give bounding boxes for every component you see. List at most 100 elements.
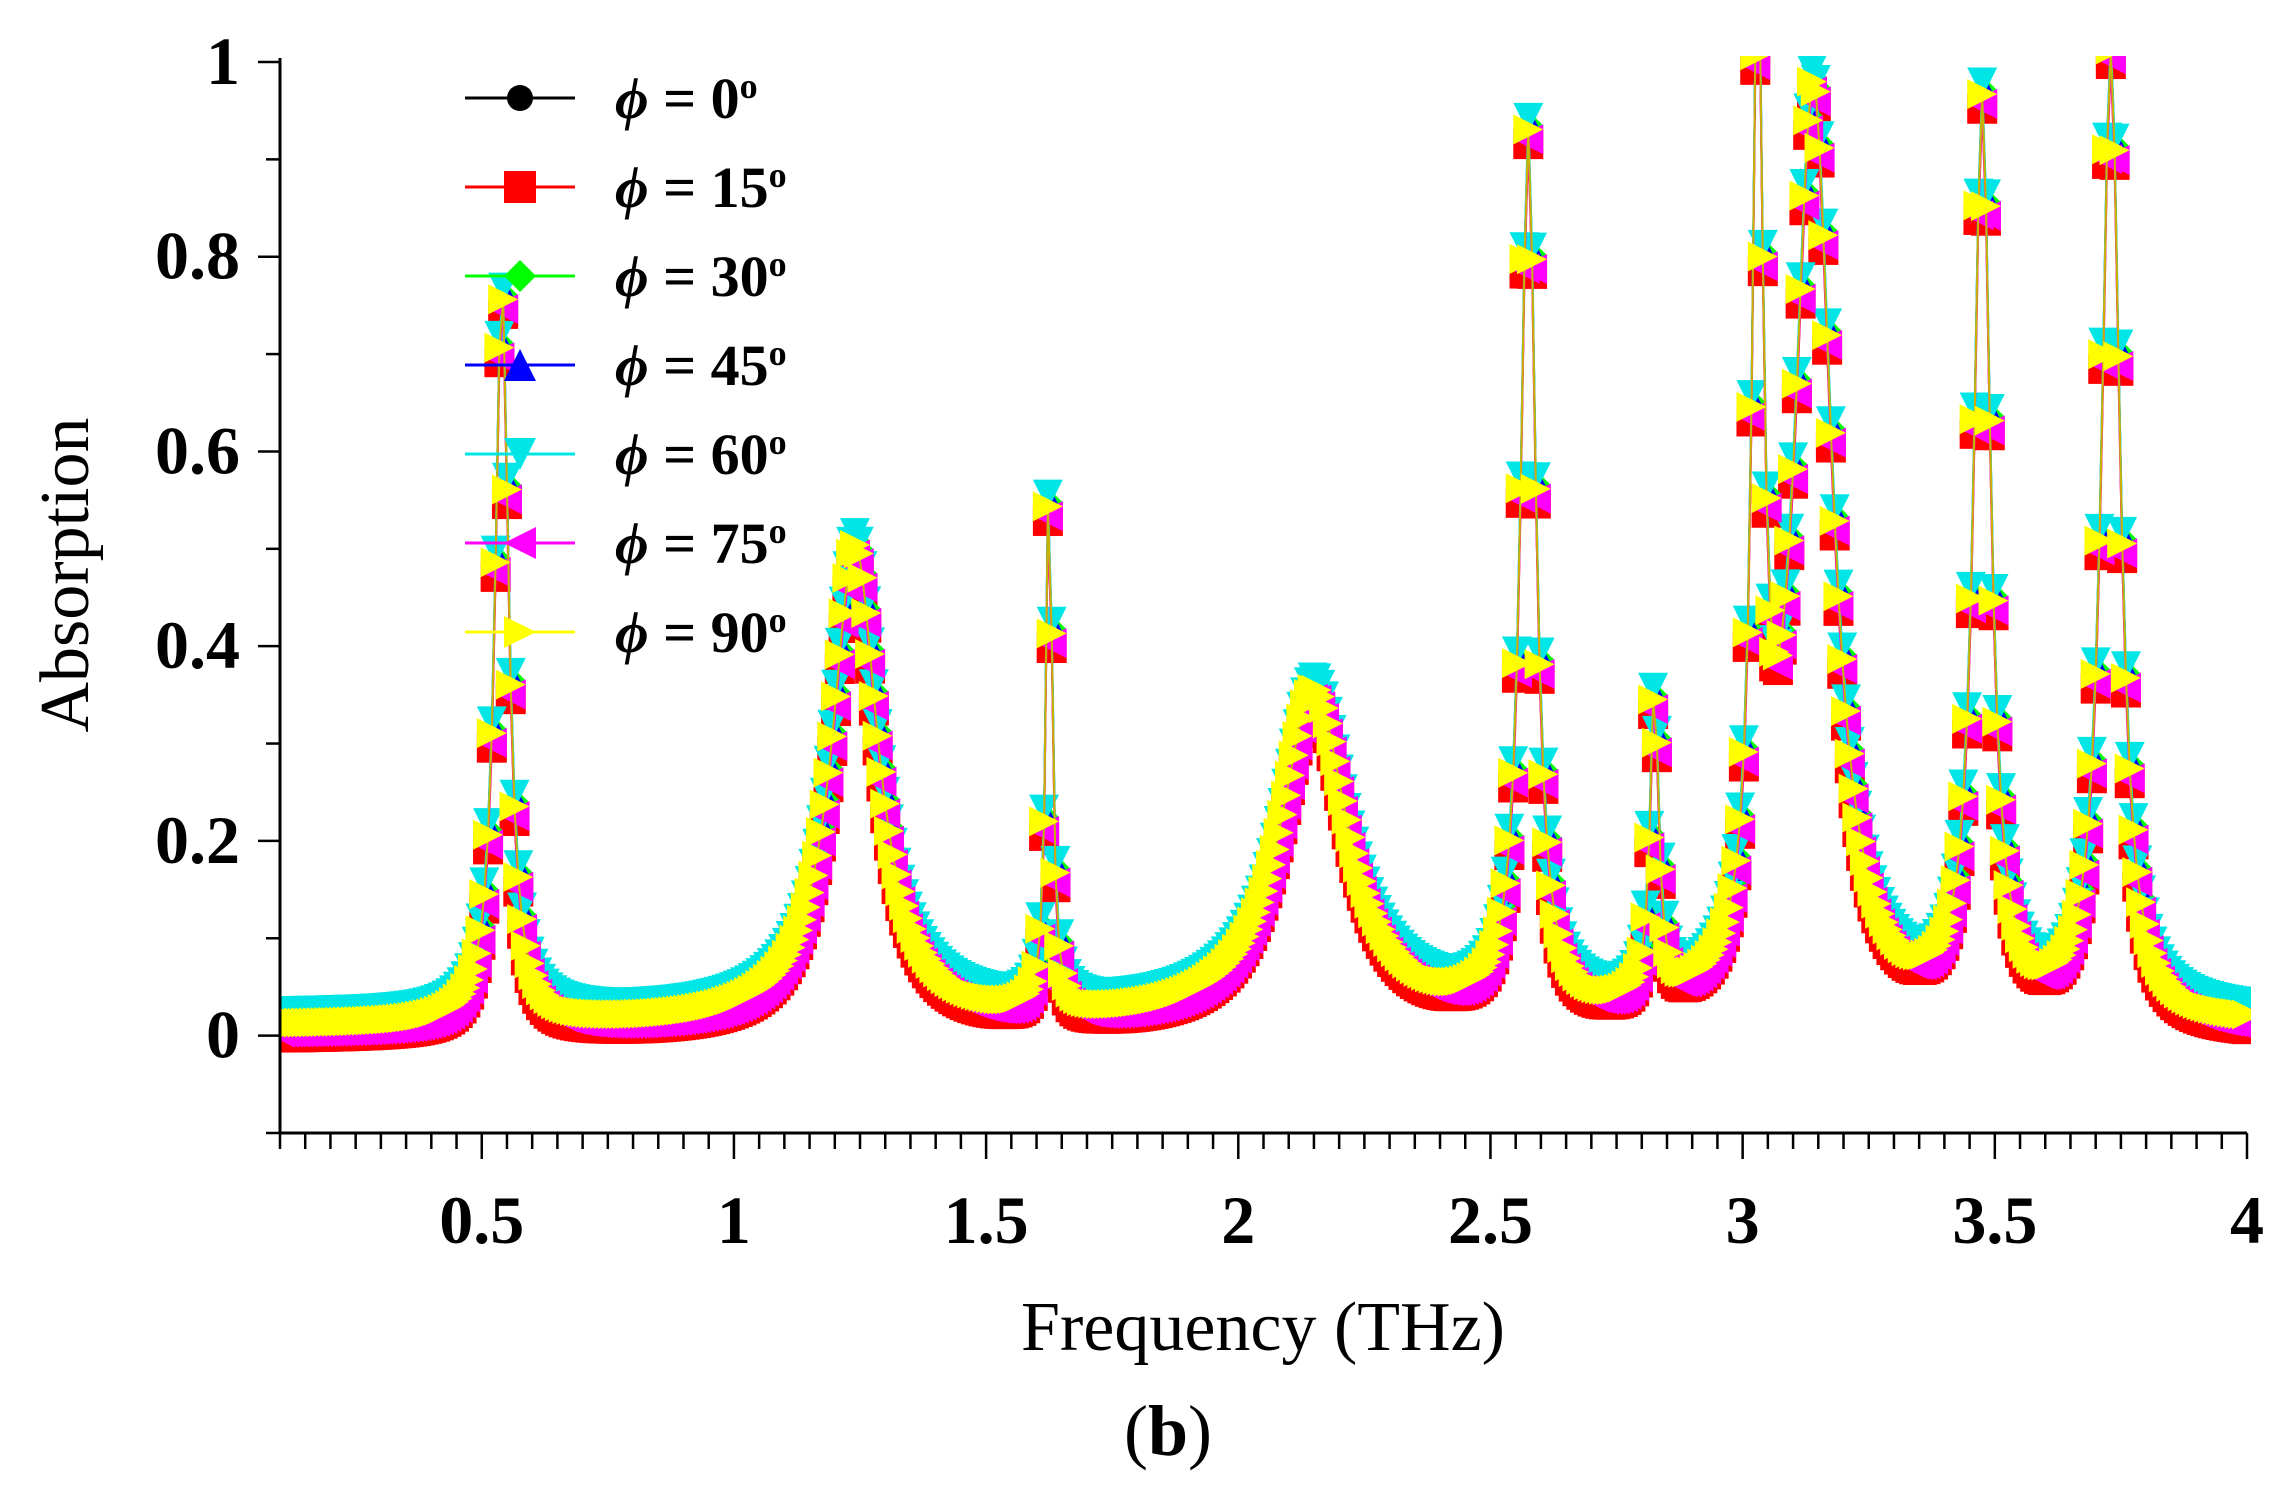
figure-caption: (b) (1124, 1391, 1212, 1471)
data-point (1812, 320, 1843, 351)
data-point (2088, 339, 2119, 370)
legend-equals: = 15 (649, 155, 769, 220)
data-point (870, 788, 901, 819)
data-point (1732, 617, 1763, 648)
data-point (1940, 865, 1971, 896)
data-point (2232, 999, 2251, 1030)
caption-label: b (1148, 1391, 1188, 1471)
data-point (866, 756, 897, 787)
data-point (821, 681, 852, 712)
data-point (2118, 814, 2149, 845)
data-point (1993, 870, 2024, 901)
data-point (1728, 736, 1759, 767)
x-tick-label: 3 (1726, 1182, 1760, 1258)
data-point (1638, 684, 1669, 715)
legend-equals: = 30 (649, 244, 769, 309)
data-point (1532, 827, 1563, 858)
legend-entry-0: ϕ = 0o (465, 66, 758, 131)
data-point (832, 562, 863, 593)
data-point (488, 284, 519, 315)
data-point (2107, 528, 2138, 559)
data-point (1638, 672, 1669, 703)
data-point (858, 680, 889, 711)
data-point (1982, 706, 2013, 737)
data-point (1721, 833, 1752, 864)
data-point (2122, 845, 2153, 876)
data-point (817, 721, 848, 752)
data-point (1808, 220, 1839, 251)
data-point (843, 538, 874, 569)
series-90 (280, 56, 2251, 1038)
data-point (2084, 525, 2115, 556)
legend-label: ϕ = 75o (615, 511, 787, 576)
data-point (1630, 902, 1661, 933)
data-point (1634, 822, 1665, 853)
data-point (1789, 180, 1820, 211)
y-axis-title: Absorption (27, 418, 104, 733)
data-point (1641, 727, 1672, 758)
legend-label: ϕ = 60o (615, 422, 787, 487)
data-point (2096, 23, 2126, 53)
legend-equals: = 0 (649, 66, 740, 131)
data-point (2080, 659, 2111, 690)
data-point (1989, 835, 2020, 866)
legend-phi-symbol: ϕ (615, 244, 649, 309)
data-point (1740, 56, 1769, 71)
data-point (2061, 899, 2092, 930)
legend-entry-15: ϕ = 15o (465, 155, 787, 220)
legend-equals: = 90 (649, 600, 769, 665)
data-point (473, 819, 504, 850)
data-point (1044, 930, 1075, 961)
data-point (1778, 454, 1809, 485)
axes (278, 58, 2247, 1135)
x-tick-label: 2.5 (1448, 1182, 1533, 1258)
data-point (1641, 715, 1672, 746)
data-point (874, 816, 905, 847)
legend-entry-30: ϕ = 30o (465, 244, 787, 309)
data-point (465, 915, 496, 946)
data-point (1955, 583, 1986, 614)
legend-label: ϕ = 0o (615, 66, 758, 131)
data-point (1721, 845, 1752, 876)
data-point (1645, 854, 1676, 885)
data-point (1753, 56, 1757, 59)
legend-phi-symbol: ϕ (615, 422, 649, 487)
data-point (2126, 887, 2157, 918)
data-point (1032, 491, 1063, 522)
data-point (480, 547, 511, 578)
data-point (1800, 76, 1831, 107)
data-point (1959, 404, 1990, 435)
data-point (2099, 135, 2130, 166)
series-markers-90 (280, 56, 2251, 1038)
data-point (2122, 857, 2153, 888)
data-point (1535, 858, 1566, 889)
legend-phi-symbol: ϕ (615, 511, 649, 576)
data-point (1501, 648, 1532, 679)
legend-degree: o (769, 422, 787, 462)
data-point (813, 757, 844, 788)
legend-degree: o (769, 511, 787, 551)
y-tick-label: 0 (206, 997, 240, 1073)
data-point (1490, 868, 1521, 899)
data-point (2095, 56, 2113, 65)
legend-degree: o (769, 600, 787, 640)
legend-degree: o (740, 66, 758, 106)
data-point (1649, 912, 1680, 943)
y-tick-label: 1 (206, 23, 240, 99)
data-point (503, 861, 534, 892)
data-point (1793, 105, 1824, 136)
data-point (1827, 644, 1858, 675)
data-point (1029, 806, 1060, 837)
data-point (1781, 368, 1812, 399)
caption-open-paren: ( (1124, 1391, 1148, 1471)
x-tick-label: 1.5 (944, 1182, 1029, 1258)
legend-marker (504, 438, 536, 470)
legend-entry-45: ϕ = 45o (465, 333, 787, 398)
data-point (2073, 808, 2104, 839)
data-point (1986, 784, 2017, 815)
legend-degree: o (769, 155, 787, 195)
legend-equals: = 75 (649, 511, 769, 576)
series-group (280, 23, 2251, 1053)
